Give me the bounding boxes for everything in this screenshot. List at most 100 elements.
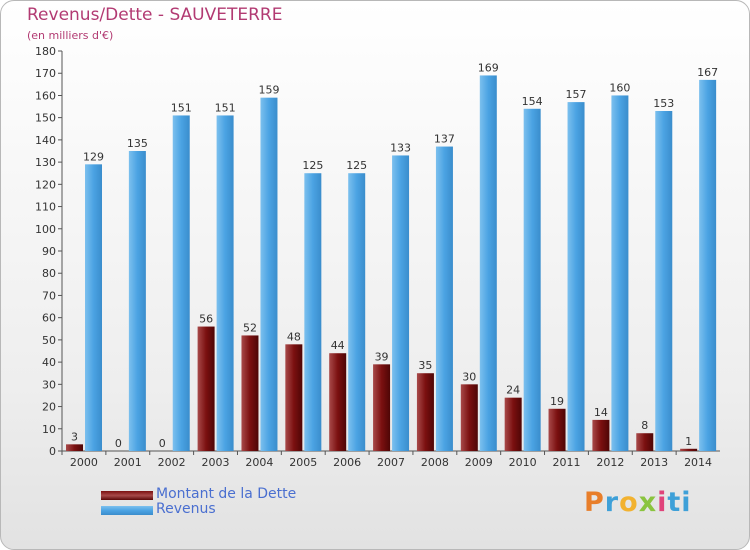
debt-value-label: 24 [506, 384, 520, 397]
y-tick-label: 80 [42, 267, 56, 280]
chart-subtitle: (en milliers d'€) [27, 29, 114, 42]
y-tick-label: 70 [42, 289, 56, 302]
y-tick-label: 30 [42, 378, 56, 391]
x-tick-label: 2000 [70, 456, 98, 469]
debt-value-label: 30 [462, 370, 476, 383]
revenue-bar [523, 108, 541, 452]
revenue-bar [304, 173, 322, 451]
revenue-bar [85, 164, 102, 452]
revenue-value-label: 153 [653, 97, 674, 110]
debt-value-label: 48 [287, 330, 301, 343]
x-tick-label: 2014 [684, 456, 712, 469]
debt-bar [592, 419, 610, 451]
revenue-value-label: 151 [171, 101, 192, 114]
revenue-bar [392, 155, 410, 451]
debt-bar [329, 353, 347, 451]
revenue-value-label: 135 [127, 137, 148, 150]
y-tick-label: 150 [35, 112, 56, 125]
revenue-value-label: 160 [609, 81, 630, 94]
y-tick-label: 20 [42, 401, 56, 414]
x-tick-label: 2012 [596, 456, 624, 469]
debt-bar [460, 384, 478, 451]
debt-bar [373, 364, 391, 451]
revenue-bar [128, 151, 146, 451]
revenue-value-label: 157 [566, 88, 587, 101]
revenue-value-label: 125 [346, 159, 367, 172]
y-tick-label: 120 [35, 178, 56, 191]
logo-letter: x [638, 487, 658, 518]
x-tick-label: 2009 [465, 456, 493, 469]
x-tick-label: 2004 [245, 456, 273, 469]
debt-value-label: 39 [375, 350, 389, 363]
debt-bar [416, 373, 434, 451]
debt-bar [285, 344, 303, 451]
y-tick-label: 160 [35, 89, 56, 102]
revenue-bar [216, 115, 234, 451]
y-tick-label: 90 [42, 245, 56, 258]
y-tick-label: 60 [42, 312, 56, 325]
debt-value-label: 44 [331, 339, 345, 352]
revenue-value-label: 133 [390, 141, 411, 154]
legend-label-debt: Montant de la Dette [156, 486, 297, 502]
revenue-value-label: 169 [478, 61, 499, 74]
debt-bar [504, 397, 522, 451]
debt-bar [241, 335, 259, 451]
y-tick-label: 50 [42, 334, 56, 347]
legend-label-revenue: Revenus [156, 501, 216, 517]
revenue-value-label: 129 [83, 150, 104, 163]
logo-letter: i [657, 487, 668, 518]
debt-value-label: 0 [115, 437, 122, 450]
x-tick-label: 2002 [158, 456, 186, 469]
revenue-value-label: 137 [434, 133, 455, 146]
x-tick-label: 2006 [333, 456, 361, 469]
revenue-bar [655, 111, 673, 451]
revenue-bar [260, 97, 278, 452]
debt-value-label: 14 [594, 406, 608, 419]
debt-bar [197, 326, 215, 451]
x-tick-label: 2007 [377, 456, 405, 469]
debt-value-label: 56 [199, 313, 213, 326]
y-tick-label: 100 [35, 223, 56, 236]
x-tick-label: 2011 [552, 456, 580, 469]
legend-swatch-revenue [101, 506, 153, 515]
debt-bar [636, 433, 654, 451]
x-tick-label: 2013 [640, 456, 668, 469]
revenue-bar [172, 115, 190, 451]
debt-value-label: 3 [71, 430, 78, 443]
debt-value-label: 0 [159, 437, 166, 450]
logo-letter: r [604, 487, 620, 518]
revenue-bar [567, 102, 585, 451]
x-tick-label: 2001 [114, 456, 142, 469]
y-tick-label: 180 [35, 45, 56, 58]
revenue-bar [479, 75, 497, 451]
revenue-value-label: 125 [302, 159, 323, 172]
logo-letter: ti [667, 487, 692, 518]
revenue-value-label: 154 [522, 95, 543, 108]
debt-value-label: 8 [641, 419, 648, 432]
debt-bar [548, 408, 566, 451]
debt-value-label: 1 [685, 435, 692, 448]
y-tick-label: 40 [42, 356, 56, 369]
x-tick-label: 2003 [202, 456, 230, 469]
y-tick-label: 140 [35, 134, 56, 147]
debt-value-label: 35 [418, 359, 432, 372]
debt-value-label: 19 [550, 395, 564, 408]
y-tick-label: 0 [49, 445, 56, 458]
debt-value-label: 52 [243, 321, 257, 334]
legend-swatch-debt [101, 491, 153, 500]
x-tick-label: 2008 [421, 456, 449, 469]
y-tick-label: 170 [35, 67, 56, 80]
revenue-value-label: 159 [258, 84, 279, 97]
y-tick-label: 110 [35, 201, 56, 214]
x-tick-label: 2005 [289, 456, 317, 469]
revenue-bar [611, 95, 629, 451]
revenue-value-label: 167 [697, 66, 718, 79]
x-tick-label: 2010 [509, 456, 537, 469]
chart-title: Revenus/Dette - SAUVETERRE [27, 5, 283, 25]
revenue-bar [699, 79, 717, 451]
y-tick-label: 10 [42, 423, 56, 436]
proxiti-logo: Proxiti [584, 487, 692, 518]
logo-letter: P [584, 487, 605, 518]
